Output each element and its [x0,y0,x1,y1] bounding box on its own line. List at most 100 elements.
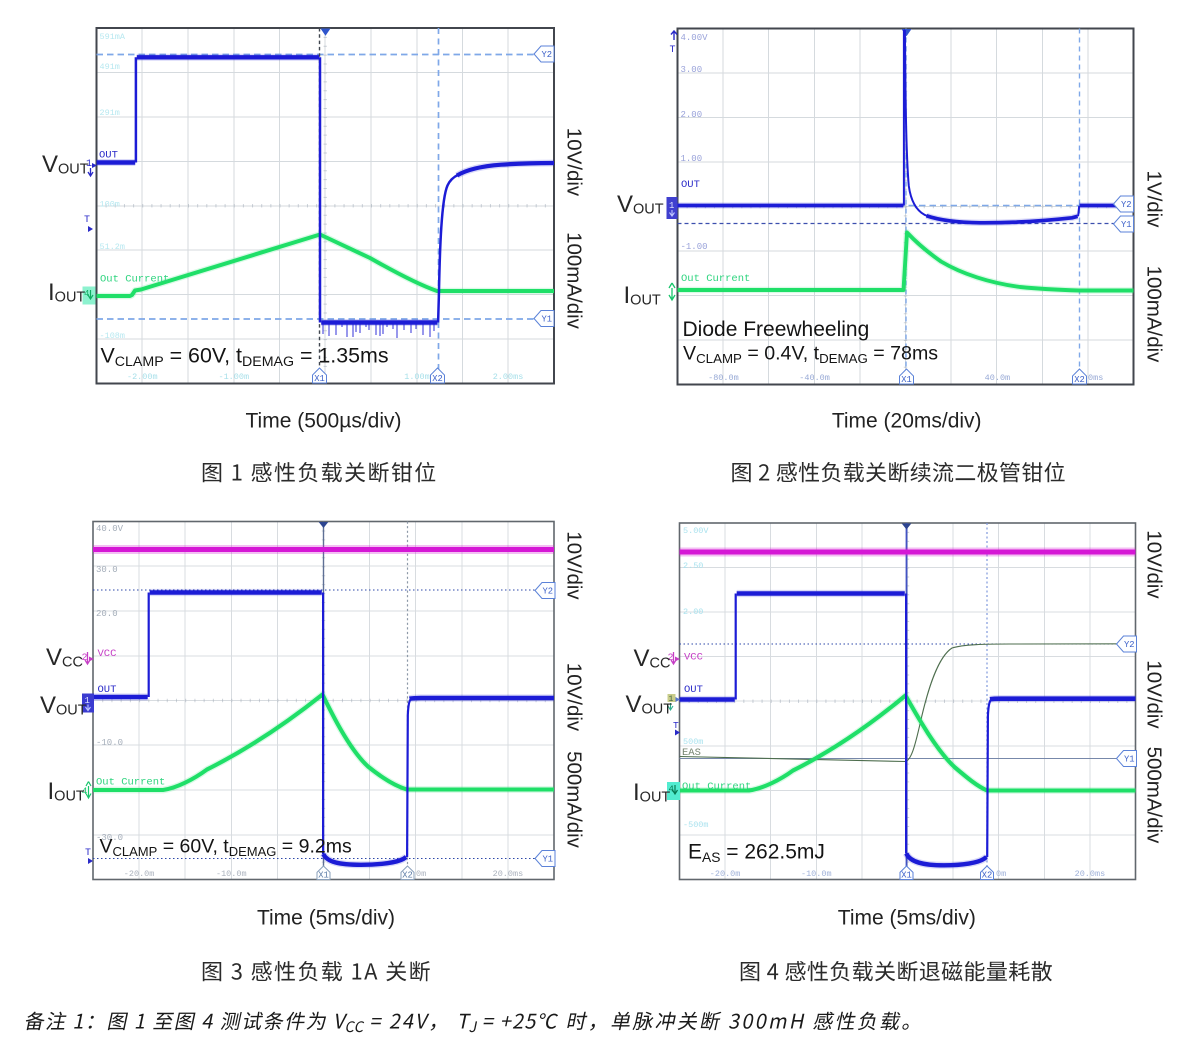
svg-text:Time (5ms/div): Time (5ms/div) [838,907,976,930]
svg-text:VOUT: VOUT [626,691,673,718]
svg-text:291m: 291m [100,108,120,118]
svg-text:4: 4 [669,785,674,795]
svg-text:VCC: VCC [634,645,671,672]
svg-text:Out Current: Out Current [96,777,165,789]
svg-text:10V/div: 10V/div [563,128,586,197]
svg-text:4: 4 [84,289,89,299]
svg-text:-10.0: -10.0 [96,738,123,748]
svg-text:-30.0: -30.0 [96,833,123,843]
svg-text:491m: 491m [100,62,120,72]
svg-text:500mA/div: 500mA/div [563,751,586,849]
svg-text:Time (20ms/div): Time (20ms/div) [832,410,982,433]
svg-text:-80.0m: -80.0m [708,373,739,383]
svg-text:OUT: OUT [684,684,703,696]
svg-text:-20.0m: -20.0m [710,869,741,879]
svg-text:40.0m: 40.0m [985,373,1011,383]
svg-text:T: T [673,720,679,731]
svg-text:VOUT: VOUT [40,692,87,719]
svg-text:T: T [670,45,676,56]
svg-text:-10.0m: -10.0m [216,869,247,879]
svg-text:2: 2 [82,653,88,664]
svg-text:1: 1 [85,696,90,706]
svg-text:X1: X1 [314,374,325,384]
svg-text:EAS = 262.5mJ: EAS = 262.5mJ [688,841,825,866]
svg-text:VCLAMP = 0.4V, tDEMAG = 78ms: VCLAMP = 0.4V, tDEMAG = 78ms [683,343,938,367]
svg-text:40.0V: 40.0V [96,524,124,534]
svg-text:Y2: Y2 [1124,640,1135,650]
svg-text:X1: X1 [318,871,329,881]
svg-text:-108m: -108m [100,331,126,341]
svg-text:T: T [85,848,91,859]
svg-text:500mA/div: 500mA/div [1143,747,1166,845]
svg-text:5.00V: 5.00V [683,526,709,536]
svg-text:20.0ms: 20.0ms [493,869,524,879]
svg-text:1.00: 1.00 [681,154,703,164]
svg-text:VCC: VCC [46,644,83,671]
svg-text:591mA: 591mA [100,32,126,42]
svg-text:2.00: 2.00 [683,607,703,617]
svg-text:X2: X2 [1074,375,1085,385]
svg-text:20.0: 20.0 [96,609,118,619]
svg-text:2.00ms: 2.00ms [493,372,524,382]
svg-text:T: T [84,215,90,226]
svg-text:500m: 500m [683,737,703,747]
svg-text:3.00: 3.00 [681,65,703,75]
svg-text:4: 4 [82,787,88,798]
svg-text:VCC: VCC [684,652,703,664]
svg-text:Out Current: Out Current [682,781,751,793]
svg-text:2.50: 2.50 [683,561,703,571]
svg-text:VCLAMP = 60V, tDEMAG = 1.35ms: VCLAMP = 60V, tDEMAG = 1.35ms [101,344,389,371]
svg-text:-10.0m: -10.0m [801,869,832,879]
svg-text:1: 1 [669,201,674,211]
svg-text:1: 1 [669,695,674,704]
svg-text:VOUT: VOUT [42,151,89,178]
svg-text:Y1: Y1 [1124,755,1135,765]
svg-text:0m: 0m [996,869,1006,879]
svg-text:100mA/div: 100mA/div [1143,266,1166,364]
svg-text:IOUT: IOUT [633,779,670,806]
svg-text:Out Current: Out Current [681,273,750,285]
svg-text:Y2: Y2 [543,587,554,597]
svg-text:EAS: EAS [682,747,701,759]
svg-text:X1: X1 [901,871,912,881]
svg-text:Y1: Y1 [542,315,553,325]
svg-text:-2.00m: -2.00m [127,372,158,382]
svg-text:-20.0m: -20.0m [124,869,155,879]
svg-text:IOUT: IOUT [48,279,85,306]
svg-text:10V/div: 10V/div [563,663,586,732]
svg-text:2: 2 [668,653,674,664]
svg-text:X2: X2 [402,871,413,881]
svg-text:100mA/div: 100mA/div [563,232,586,330]
svg-text:10V/div: 10V/div [563,531,586,600]
svg-text:0m: 0m [416,869,426,879]
svg-text:100m: 100m [100,200,120,210]
svg-text:4.00V: 4.00V [681,33,709,43]
svg-text:X1: X1 [901,375,912,385]
svg-text:X2: X2 [432,374,443,384]
svg-text:20.0ms: 20.0ms [1075,869,1106,879]
svg-text:0ms: 0ms [1088,373,1103,383]
svg-text:VCLAMP = 60V, tDEMAG = 9.2ms: VCLAMP = 60V, tDEMAG = 9.2ms [100,836,352,860]
svg-text:30.0: 30.0 [96,565,118,575]
svg-text:2.00: 2.00 [681,110,703,120]
svg-text:Time (500µs/div): Time (500µs/div) [245,410,401,433]
svg-text:VCC: VCC [98,648,117,660]
svg-text:-500m: -500m [683,820,709,830]
svg-text:X2: X2 [982,871,993,881]
svg-text:VOUT: VOUT [617,191,664,218]
svg-text:1.00m: 1.00m [404,372,430,382]
svg-text:OUT: OUT [99,150,118,162]
svg-text:Diode Freewheeling: Diode Freewheeling [683,318,870,341]
svg-text:10V/div: 10V/div [1143,660,1166,729]
svg-text:Time (5ms/div): Time (5ms/div) [257,907,395,930]
svg-text:-40.0m: -40.0m [799,373,830,383]
svg-text:Y2: Y2 [542,50,553,60]
svg-text:Y1: Y1 [543,855,554,865]
svg-text:1V/div: 1V/div [1143,171,1166,229]
svg-text:51.2m: 51.2m [100,242,126,252]
svg-text:OUT: OUT [681,179,700,191]
svg-text:OUT: OUT [98,684,117,696]
svg-text:Y1: Y1 [1121,220,1132,230]
svg-text:-1.00m: -1.00m [218,372,249,382]
svg-text:-1.00: -1.00 [681,242,708,252]
